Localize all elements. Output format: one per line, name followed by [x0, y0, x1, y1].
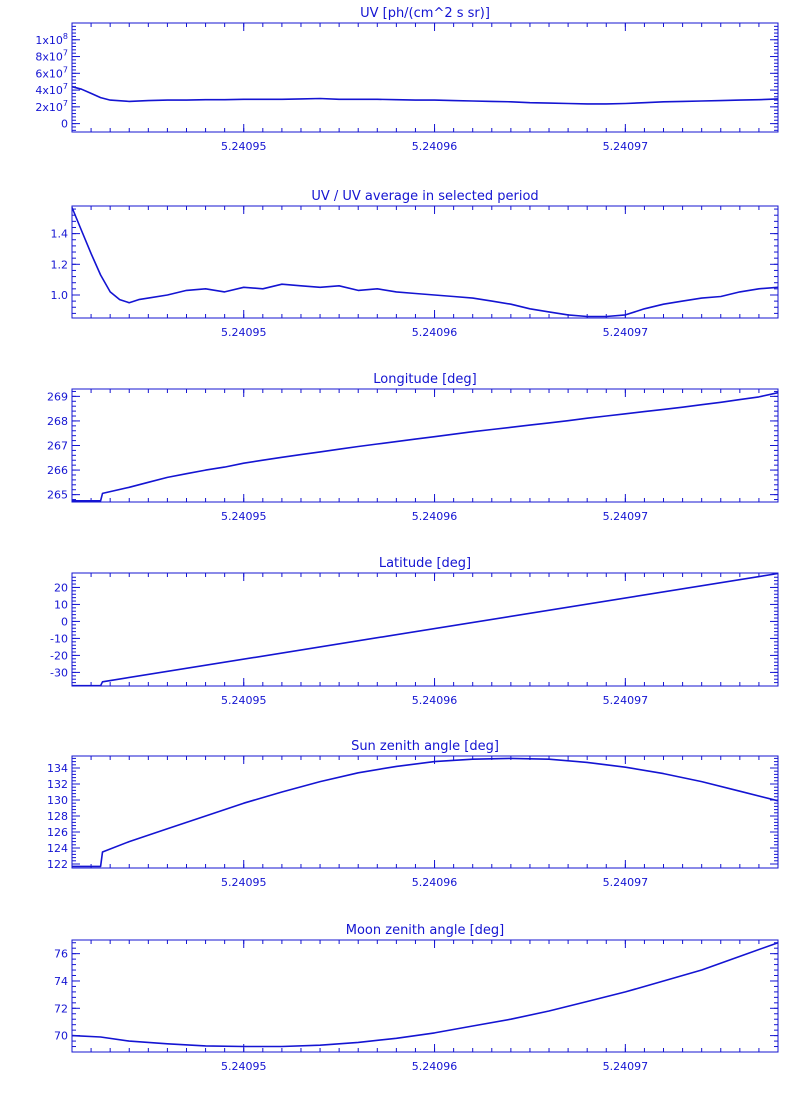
y-tick-base: 4x10 — [35, 84, 63, 97]
chart-panel-6: Moon zenith angle [deg] 5.24095 5.24096 5.2… — [54, 923, 779, 1073]
x-tick-label: 5.24096 — [412, 1060, 458, 1073]
y-tick-label: -30 — [50, 666, 68, 679]
y-tick-label: 76 — [54, 948, 68, 961]
x-tick-label: 5.24097 — [603, 326, 649, 339]
chart-title: Moon zenith angle [deg] — [346, 923, 504, 938]
y-tick-label: 130 — [47, 794, 68, 807]
x-tick-label: 5.24096 — [412, 510, 458, 523]
y-tick-label: 6x107 — [35, 65, 68, 80]
series-line-1 — [71, 207, 779, 318]
y-tick-label: 72 — [54, 1002, 68, 1015]
chart-title: UV [ph/(cm^2 s sr)] — [360, 6, 490, 21]
x-tick-label: 5.24097 — [603, 876, 649, 889]
series-line-1 — [71, 941, 779, 1048]
plot-frame — [71, 205, 779, 319]
series-line-1 — [72, 757, 779, 868]
x-tick-label: 5.24095 — [221, 140, 267, 153]
series-line-1 — [72, 391, 779, 502]
y-tick-base: 8x10 — [35, 51, 63, 64]
plot-frame — [71, 939, 779, 1053]
y-tick-label: 134 — [47, 762, 68, 775]
chart-title: Latitude [deg] — [379, 556, 471, 571]
chart-panel-1: UV [ph/(cm^2 s sr)] 5.24095 5.24096 5.24097… — [35, 6, 779, 153]
y-tick-label: 267 — [47, 440, 68, 453]
y-tick-label: 265 — [47, 489, 68, 502]
chart-panel-3: Longitude [deg] 5.24095 5.24096 5.24097 265 2… — [47, 372, 779, 523]
y-tick-label: 2x107 — [35, 99, 68, 114]
chart-panel-4: Latitude [deg] 5.24095 5.24096 5.24097 -30 -2… — [50, 556, 779, 707]
x-tick-label: 5.24096 — [412, 876, 458, 889]
y-tick-base: 6x10 — [35, 67, 63, 80]
y-tick-label: 70 — [54, 1030, 68, 1043]
chart-title: Longitude [deg] — [373, 372, 476, 387]
x-tick-label: 5.24095 — [221, 510, 267, 523]
y-tick-label: 1x108 — [35, 32, 68, 47]
y-tick-label: 0 — [61, 118, 68, 131]
y-tick-label: 269 — [47, 390, 68, 403]
y-tick-label: 266 — [47, 464, 68, 477]
x-tick-label: 5.24096 — [412, 326, 458, 339]
plot-frame — [71, 22, 779, 133]
y-tick-label: 126 — [47, 826, 68, 839]
y-tick-exponent: 7 — [63, 65, 68, 74]
y-tick-label: 122 — [47, 858, 68, 871]
y-tick-exponent: 7 — [63, 49, 68, 58]
series-line-1 — [72, 572, 779, 687]
x-tick-label: 5.24095 — [221, 876, 267, 889]
x-tick-label: 5.24097 — [603, 510, 649, 523]
series-line-1 — [71, 85, 779, 105]
y-tick-label: 8x107 — [35, 49, 68, 64]
x-tick-label: 5.24096 — [412, 140, 458, 153]
y-tick-label: 0 — [61, 615, 68, 628]
y-tick-label: 4x107 — [35, 82, 68, 97]
y-tick-label: 132 — [47, 778, 68, 791]
y-tick-exponent: 7 — [63, 99, 68, 108]
y-tick-label: 10 — [54, 598, 68, 611]
plot-frame — [71, 755, 779, 869]
x-tick-label: 5.24097 — [603, 694, 649, 707]
y-tick-label: 268 — [47, 415, 68, 428]
x-tick-label: 5.24095 — [221, 1060, 267, 1073]
y-tick-exponent: 8 — [63, 32, 68, 41]
y-tick-label: 1.4 — [51, 228, 69, 241]
x-tick-label: 5.24095 — [221, 326, 267, 339]
y-tick-label: 1.2 — [51, 258, 69, 271]
x-tick-label: 5.24097 — [603, 1060, 649, 1073]
y-tick-label: 20 — [54, 581, 68, 594]
x-tick-label: 5.24097 — [603, 140, 649, 153]
x-tick-label: 5.24095 — [221, 694, 267, 707]
y-tick-label: 1.0 — [51, 289, 69, 302]
y-tick-label: 74 — [54, 975, 68, 988]
y-tick-base: 2x10 — [35, 101, 63, 114]
y-tick-label: -10 — [50, 632, 68, 645]
chart-panel-2: UV / UV average in selected period 5.2409… — [51, 189, 779, 339]
panels: UV [ph/(cm^2 s sr)] 5.24095 5.24096 5.24097… — [35, 6, 779, 1073]
plot-frame — [71, 572, 779, 687]
chart-title: UV / UV average in selected period — [311, 189, 538, 204]
y-tick-label: 128 — [47, 810, 68, 823]
x-tick-label: 5.24096 — [412, 694, 458, 707]
chart-title: Sun zenith angle [deg] — [351, 739, 499, 754]
y-tick-label: 124 — [47, 842, 68, 855]
y-tick-base: 1x10 — [35, 34, 63, 47]
chart-panel-5: Sun zenith angle [deg] 5.24095 5.24096 5.24… — [47, 739, 779, 889]
y-tick-exponent: 7 — [63, 82, 68, 91]
y-tick-label: -20 — [50, 649, 68, 662]
